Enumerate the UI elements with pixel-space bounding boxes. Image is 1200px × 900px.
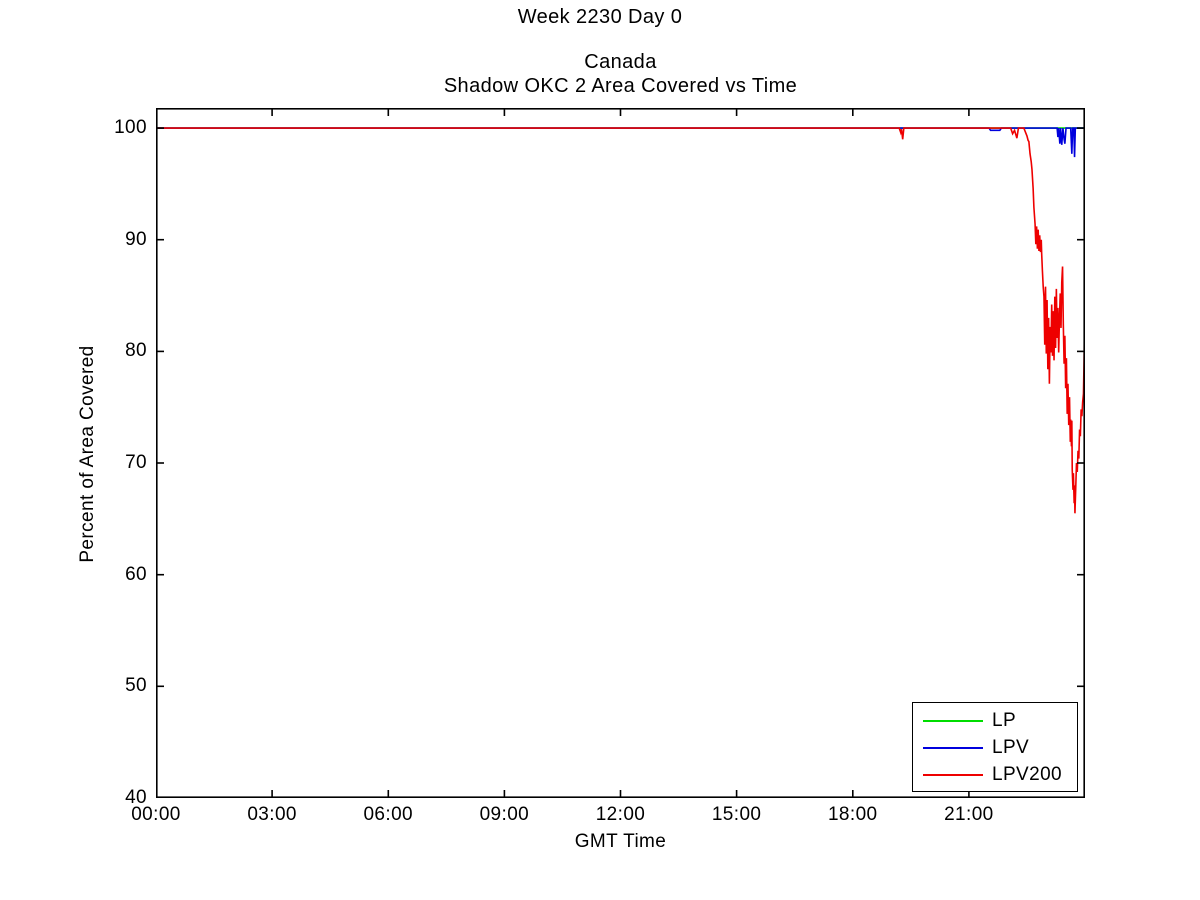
plot-area bbox=[156, 108, 1085, 798]
y-tick-label: 40 bbox=[125, 787, 147, 808]
axes-title: Canada Shadow OKC 2 Area Covered vs Time bbox=[156, 50, 1085, 98]
legend-label-lpv: LPV bbox=[992, 737, 1030, 758]
figure-suptitle: Week 2230 Day 0 bbox=[517, 6, 683, 28]
axes-title-line1: Canada bbox=[584, 51, 657, 73]
x-tick-label: 06:00 bbox=[363, 804, 414, 825]
legend-label-lpv200: LPV200 bbox=[992, 764, 1063, 785]
legend-row-lp: LP bbox=[913, 711, 1077, 731]
x-tick-label: 03:00 bbox=[247, 804, 297, 825]
axes-box bbox=[156, 108, 1085, 798]
y-tick-label: 50 bbox=[125, 675, 147, 697]
x-tick-label: 18:00 bbox=[827, 804, 878, 825]
y-tick-label: 90 bbox=[125, 228, 147, 250]
legend-label-lp: LP bbox=[992, 710, 1017, 731]
lp-line-swatch bbox=[923, 720, 983, 722]
lpv200-line-swatch bbox=[923, 774, 983, 776]
legend-row-lpv200: LPV200 bbox=[913, 765, 1077, 785]
legend: LP LPV LPV200 bbox=[912, 702, 1078, 792]
y-tick-label: 70 bbox=[125, 452, 147, 474]
x-tick-label: 21:00 bbox=[944, 804, 994, 825]
lpv-line-swatch bbox=[923, 747, 983, 749]
y-tick-label: 100 bbox=[114, 117, 147, 139]
y-tick-label: 60 bbox=[125, 563, 147, 585]
series-line-lpv bbox=[156, 127, 1085, 158]
x-axis-label: GMT Time bbox=[574, 831, 667, 852]
y-tick-label: 80 bbox=[125, 340, 147, 362]
x-tick-label: 09:00 bbox=[479, 804, 530, 825]
x-tick-label: 12:00 bbox=[595, 804, 646, 825]
axes-title-line2: Shadow OKC 2 Area Covered vs Time bbox=[443, 75, 798, 97]
legend-row-lpv: LPV bbox=[913, 738, 1077, 758]
series-line-lpv200 bbox=[156, 127, 1085, 514]
x-tick-label: 00:00 bbox=[131, 804, 181, 825]
x-tick-label: 15:00 bbox=[711, 804, 762, 825]
